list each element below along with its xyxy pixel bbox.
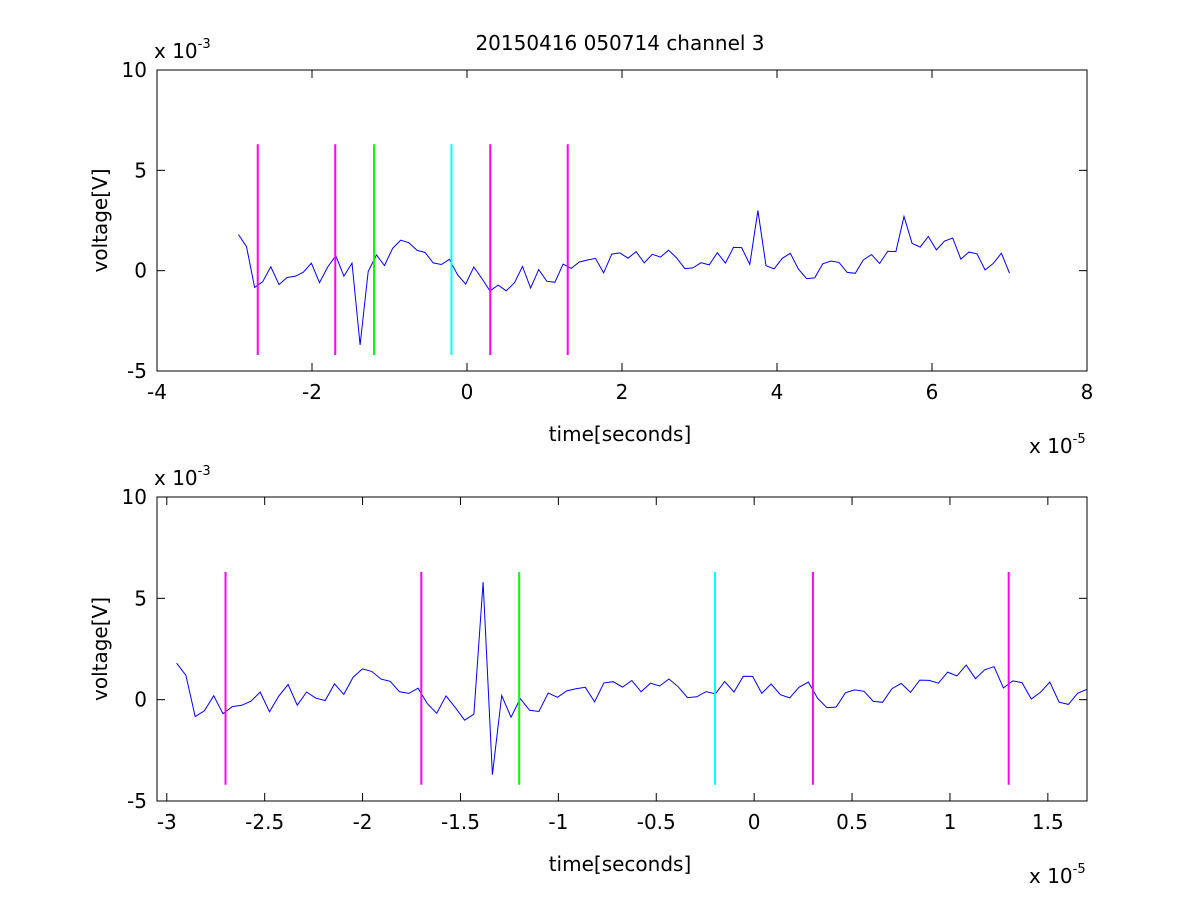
y-axis-label: voltage[V] bbox=[88, 168, 112, 272]
y-tick-label: 10 bbox=[122, 58, 147, 82]
y-multiplier: x 10-3 bbox=[154, 464, 211, 490]
x-tick-label: -1.5 bbox=[441, 810, 480, 834]
x-tick-label: 6 bbox=[926, 380, 939, 404]
x-tick-label: -1 bbox=[548, 810, 568, 834]
x-multiplier: x 10-5 bbox=[1029, 432, 1086, 458]
x-axis-label: time[seconds] bbox=[549, 852, 692, 876]
x-tick-label: -0.5 bbox=[637, 810, 676, 834]
x-tick-label: -2 bbox=[302, 380, 322, 404]
x-multiplier: x 10-5 bbox=[1029, 862, 1086, 888]
x-tick-label: 0 bbox=[748, 810, 761, 834]
x-tick-label: -4 bbox=[147, 380, 167, 404]
signal-line bbox=[237, 210, 1010, 345]
axes-frame bbox=[156, 496, 1088, 802]
y-tick-label: 10 bbox=[122, 485, 147, 509]
marker-layer bbox=[256, 144, 569, 355]
subplot-top: -4 -2 0 2 4 6 8 -5 0 5 10 time[seconds] voltage[V]… bbox=[88, 37, 1093, 458]
y-tick-label: 0 bbox=[134, 259, 147, 283]
y-tick-label: -5 bbox=[127, 359, 147, 383]
y-multiplier: x 10-3 bbox=[154, 37, 211, 63]
tick-layer: -4 -2 0 2 4 6 8 -5 0 5 10 bbox=[122, 58, 1094, 404]
x-tick-label: -2.5 bbox=[245, 810, 284, 834]
x-tick-label: 2 bbox=[616, 380, 629, 404]
marker-layer bbox=[224, 571, 1010, 785]
x-tick-label: 1.5 bbox=[1032, 810, 1064, 834]
y-tick-label: 0 bbox=[134, 688, 147, 712]
axes-frame bbox=[156, 69, 1088, 372]
tick-layer: -3 -2.5 -2 -1.5 -1 -0.5 0 0.5 1 1.5 -5 0 5 10 bbox=[122, 485, 1087, 834]
series-layer bbox=[176, 582, 1088, 775]
figure-title: 20150416 050714 channel 3 bbox=[475, 31, 764, 55]
x-tick-label: 8 bbox=[1081, 380, 1094, 404]
x-axis-label: time[seconds] bbox=[549, 422, 692, 446]
y-tick-label: 5 bbox=[134, 158, 147, 182]
x-tick-label: 1 bbox=[944, 810, 957, 834]
series-layer bbox=[237, 210, 1010, 345]
x-tick-label: 0 bbox=[461, 380, 474, 404]
x-tick-label: -3 bbox=[157, 810, 177, 834]
x-tick-label: -2 bbox=[353, 810, 373, 834]
x-tick-label: 4 bbox=[771, 380, 784, 404]
y-tick-label: -5 bbox=[127, 789, 147, 813]
x-tick-label: 0.5 bbox=[836, 810, 868, 834]
y-tick-label: 5 bbox=[134, 586, 147, 610]
signal-line bbox=[176, 582, 1088, 775]
y-axis-label: voltage[V] bbox=[88, 597, 112, 701]
subplot-bottom: -3 -2.5 -2 -1.5 -1 -0.5 0 0.5 1 1.5 -5 0 5 10 time[se… bbox=[88, 464, 1088, 888]
